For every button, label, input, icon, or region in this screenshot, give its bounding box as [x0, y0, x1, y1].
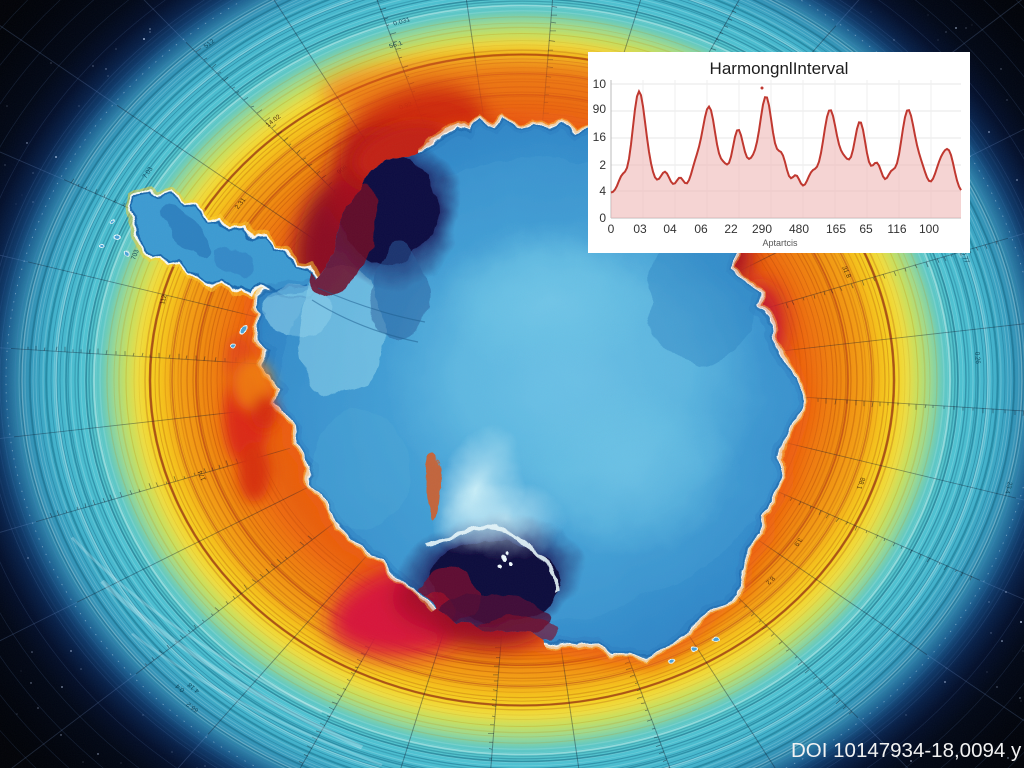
svg-text:165: 165 — [826, 222, 846, 236]
svg-text:100: 100 — [919, 222, 939, 236]
svg-text:06: 06 — [694, 222, 708, 236]
svg-text:0: 0 — [599, 211, 606, 225]
svg-text:480: 480 — [789, 222, 809, 236]
svg-text:10: 10 — [593, 77, 607, 91]
svg-text:90: 90 — [593, 102, 607, 116]
svg-text:04: 04 — [663, 222, 677, 236]
svg-text:03: 03 — [633, 222, 647, 236]
svg-text:116: 116 — [887, 222, 906, 236]
svg-text:290: 290 — [752, 222, 772, 236]
svg-text:DOI 10147934-18,0094 y: DOI 10147934-18,0094 y — [791, 739, 1022, 762]
svg-text:Aptartcis: Aptartcis — [762, 238, 798, 248]
svg-text:4: 4 — [599, 184, 606, 198]
svg-text:2: 2 — [599, 158, 606, 172]
svg-text:65: 65 — [859, 222, 873, 236]
svg-text:22: 22 — [724, 222, 738, 236]
svg-text:16: 16 — [593, 130, 607, 144]
svg-text:0: 0 — [608, 222, 615, 236]
svg-text:HarmongnlInterval: HarmongnlInterval — [710, 59, 849, 78]
